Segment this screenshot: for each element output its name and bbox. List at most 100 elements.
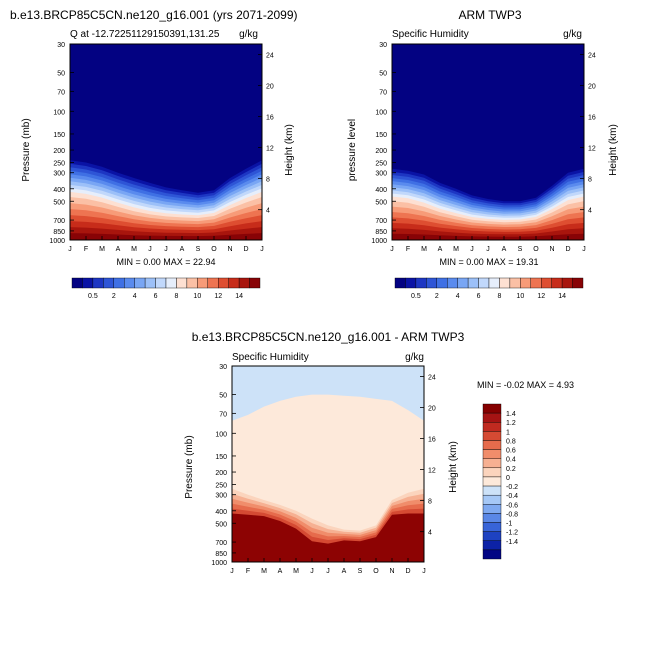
y-tick-label: 150 bbox=[215, 454, 227, 461]
y-tick-label: 700 bbox=[215, 540, 227, 547]
y-tick-label: 1000 bbox=[211, 560, 227, 567]
colorbar-swatch bbox=[155, 277, 167, 289]
colorbar-swatch bbox=[92, 277, 104, 289]
colorbar-swatch bbox=[530, 277, 542, 289]
colorbar-swatch bbox=[482, 412, 502, 423]
y-tick-label: 30 bbox=[57, 42, 65, 49]
height-tick-label: 24 bbox=[588, 52, 596, 59]
height-tick-label: 4 bbox=[428, 530, 432, 537]
y-tick-label: 400 bbox=[215, 509, 227, 516]
panel-difference: b.e13.BRCP85C5CN.ne120_g16.001 - ARM TWP… bbox=[184, 330, 574, 575]
height-tick-label: 12 bbox=[266, 146, 274, 153]
colorbar-label: 0.5 bbox=[88, 293, 98, 300]
height-tick-label: 16 bbox=[588, 115, 596, 122]
height-tick-label: 16 bbox=[266, 115, 274, 122]
y-tick-label: 300 bbox=[375, 171, 387, 178]
colorbar-swatch bbox=[482, 476, 502, 487]
x-tick-label: A bbox=[180, 246, 185, 253]
colorbar-swatch bbox=[482, 431, 502, 441]
colorbar-swatch bbox=[482, 458, 502, 469]
colorbar-swatch bbox=[482, 485, 502, 496]
x-tick-label: D bbox=[565, 246, 570, 253]
colorbar-swatch bbox=[482, 440, 502, 450]
x-tick-label: S bbox=[196, 246, 201, 253]
colorbar-swatch bbox=[447, 277, 458, 289]
colorbar-label: 12 bbox=[537, 293, 545, 300]
height-tick-label: 24 bbox=[428, 374, 436, 381]
y-tick-label: 50 bbox=[379, 71, 387, 78]
colorbar-swatch bbox=[499, 277, 511, 289]
y-tick-label: 250 bbox=[53, 161, 65, 168]
height-tick-label: 12 bbox=[588, 146, 596, 153]
x-tick-label: J bbox=[326, 568, 330, 575]
y-tick-label: 100 bbox=[375, 109, 387, 116]
height-tick-label: 20 bbox=[266, 83, 274, 90]
x-tick-label: N bbox=[227, 246, 232, 253]
colorbar-swatch bbox=[249, 277, 261, 289]
units-label: g/kg bbox=[239, 29, 258, 40]
colorbar-swatch bbox=[482, 522, 502, 532]
colorbar-swatch bbox=[520, 277, 531, 289]
colorbar-label: 0.5 bbox=[411, 293, 421, 300]
colorbar-swatch bbox=[488, 277, 500, 289]
contour-plot: 30 50 70 100 150 200 250 300 400 500 700 850 1000 24 2… bbox=[371, 42, 595, 253]
height-tick-label: 4 bbox=[588, 208, 592, 215]
colorbar-swatch bbox=[426, 277, 437, 289]
colorbar-label: -0.2 bbox=[506, 484, 518, 491]
x-tick-label: M bbox=[453, 246, 459, 253]
x-tick-label: J bbox=[310, 568, 314, 575]
y-tick-label: 30 bbox=[379, 42, 387, 49]
colorbar-swatch bbox=[482, 549, 502, 560]
height-tick-label: 12 bbox=[428, 468, 436, 475]
panel-title: b.e13.BRCP85C5CN.ne120_g16.001 (yrs 2071… bbox=[10, 8, 298, 22]
y-tick-label: 200 bbox=[53, 148, 65, 155]
x-tick-label: J bbox=[230, 568, 234, 575]
y-tick-label: 70 bbox=[379, 89, 387, 96]
colorbar-label: 0.2 bbox=[506, 466, 516, 473]
contour-plot: 30 50 70 100 150 200 250 300 400 500 700 850 1000 24 2… bbox=[211, 364, 435, 575]
y-tick-label: 70 bbox=[219, 411, 227, 418]
height-tick-label: 4 bbox=[266, 208, 270, 215]
height-tick-label: 8 bbox=[588, 177, 592, 184]
y-axis-label: Pressure (mb) bbox=[21, 118, 32, 181]
y-tick-label: 200 bbox=[375, 148, 387, 155]
x-tick-label: A bbox=[502, 246, 507, 253]
variable-label: Specific Humidity bbox=[232, 352, 309, 363]
y-tick-label: 300 bbox=[53, 171, 65, 178]
variable-label: Specific Humidity bbox=[392, 29, 469, 40]
y-tick-label: 30 bbox=[219, 364, 227, 371]
colorbar-swatch bbox=[482, 403, 502, 414]
colorbar-label: 4 bbox=[456, 293, 460, 300]
y-axis-label: pressure level bbox=[347, 119, 358, 181]
y-tick-label: 400 bbox=[375, 187, 387, 194]
y-tick-label: 70 bbox=[57, 89, 65, 96]
colorbar-label: -0.6 bbox=[506, 502, 518, 509]
colorbar-swatch bbox=[509, 277, 521, 289]
colorbar-swatch bbox=[134, 277, 146, 289]
x-tick-label: N bbox=[549, 246, 554, 253]
height-tick-label: 20 bbox=[588, 83, 596, 90]
colorbar-label: 0.4 bbox=[506, 457, 516, 464]
colorbar-label: -0.4 bbox=[506, 493, 518, 500]
colorbar-label: 12 bbox=[214, 293, 222, 300]
x-tick-label: A bbox=[278, 568, 283, 575]
height-tick-label: 16 bbox=[428, 437, 436, 444]
colorbar-label: 1 bbox=[506, 429, 510, 436]
colorbar-label: 4 bbox=[133, 293, 137, 300]
colorbar-label: 0.6 bbox=[506, 448, 516, 455]
units-label: g/kg bbox=[405, 352, 424, 363]
min-max-label: MIN = 0.00 MAX = 22.94 bbox=[116, 257, 215, 267]
colorbar-swatch bbox=[436, 277, 448, 289]
colorbar-label: 0.8 bbox=[506, 438, 516, 445]
colorbar-swatch bbox=[124, 277, 135, 289]
y-tick-label: 700 bbox=[375, 218, 387, 225]
y-tick-label: 1000 bbox=[371, 238, 387, 245]
colorbar-swatch bbox=[482, 513, 502, 523]
colorbar-label: 6 bbox=[154, 293, 158, 300]
panel-title: ARM TWP3 bbox=[458, 8, 521, 22]
height-tick-label: 8 bbox=[266, 177, 270, 184]
y-tick-label: 500 bbox=[53, 199, 65, 206]
height-axis-label: Height (km) bbox=[448, 441, 459, 493]
x-tick-label: A bbox=[438, 246, 443, 253]
